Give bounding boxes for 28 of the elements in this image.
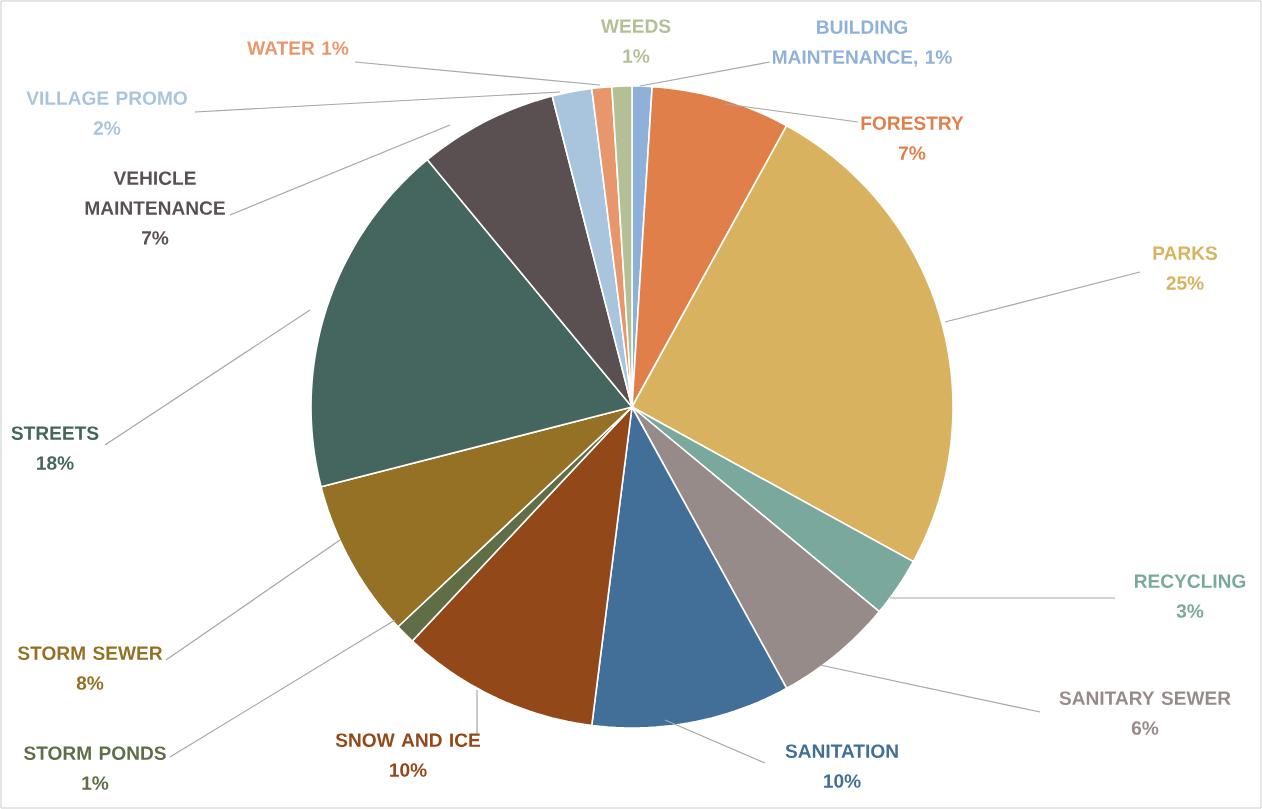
- data-label: 25%: [1166, 276, 1204, 290]
- data-label: 1%: [623, 49, 650, 63]
- slice-label: SNOW AND ICE: [335, 733, 481, 747]
- data-label: 10%: [390, 763, 427, 777]
- slice-label: FORESTRY: [861, 116, 964, 130]
- slice-label: VEHICLE MAINTENANCE: [85, 171, 225, 215]
- data-label: 6%: [1131, 721, 1159, 735]
- slice-label: PARKS: [1153, 246, 1218, 260]
- data-label: 10%: [824, 774, 861, 788]
- data-label: 18%: [37, 456, 74, 470]
- slice-label: STREETS: [11, 426, 99, 440]
- data-label: , 1%: [914, 50, 952, 67]
- data-label: 1%: [82, 776, 109, 790]
- slice-label: STORM PONDS: [24, 746, 166, 760]
- slice-label: WEEDS: [600, 19, 671, 33]
- data-label: 2%: [93, 121, 121, 135]
- slice-label: SANITARY SEWER: [1059, 691, 1231, 705]
- slice-label: RECYCLING: [1134, 574, 1246, 588]
- data-label: 3%: [1176, 604, 1204, 618]
- slice-label: VILLAGE PROMO: [26, 91, 187, 105]
- data-label: 7%: [141, 231, 169, 245]
- data-label: 8%: [76, 676, 104, 690]
- slice-label: STORM SEWER: [17, 646, 163, 660]
- slice-label: SANITATION: [785, 744, 898, 758]
- slice-label: BUILDING MAINTENANCE: [772, 20, 913, 64]
- data-label: 7%: [899, 146, 926, 160]
- data-label: 1%: [322, 41, 349, 55]
- slice-label: WATER: [247, 41, 315, 55]
